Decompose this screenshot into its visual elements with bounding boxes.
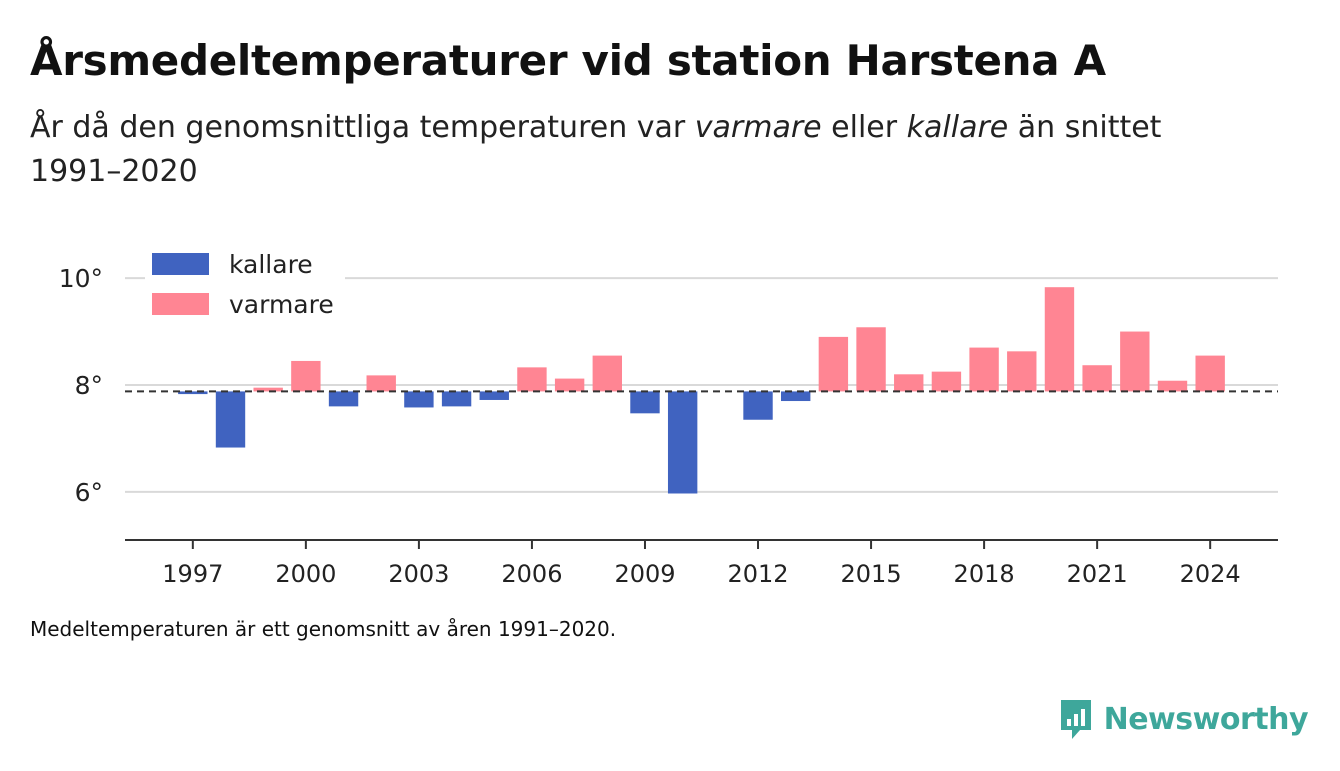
bar-kallare-2013 xyxy=(781,391,811,402)
legend-label-kallare: kallare xyxy=(229,250,313,279)
x-tick-label: 2015 xyxy=(841,560,902,588)
y-tick-label: 6° xyxy=(75,478,103,507)
bar-varmare-2016 xyxy=(894,374,924,392)
subtitle-warm-word: varmare xyxy=(694,110,822,145)
bar-varmare-2018 xyxy=(969,347,999,392)
bar-varmare-2024 xyxy=(1195,355,1225,392)
bar-varmare-2020 xyxy=(1044,287,1075,392)
bar-varmare-2008 xyxy=(592,355,622,392)
x-tick-label: 2021 xyxy=(1067,560,1128,588)
y-tick-label: 10° xyxy=(59,264,103,293)
y-tick-label: 8° xyxy=(75,371,103,400)
bar-kallare-2010 xyxy=(667,391,698,494)
subtitle-text-3: än snittet 1991–2020 xyxy=(30,110,1162,189)
chart-subtitle: År då den genomsnittliga temperaturen va… xyxy=(30,106,1230,194)
chart-title: Årsmedeltemperaturer vid station Harsten… xyxy=(30,36,1106,85)
bar-varmare-2014 xyxy=(818,336,849,392)
newsworthy-logo-icon xyxy=(1060,700,1091,739)
bar-varmare-2006 xyxy=(517,367,547,392)
bar-kallare-2004 xyxy=(441,391,472,407)
x-tick-label: 2006 xyxy=(501,560,562,588)
bar-kallare-1997 xyxy=(178,391,208,395)
bar-kallare-2003 xyxy=(404,391,434,408)
bar-varmare-2000 xyxy=(291,360,321,392)
bar-varmare-2015 xyxy=(856,327,886,392)
x-tick-label: 2009 xyxy=(614,560,675,588)
subtitle-cold-word: kallare xyxy=(906,110,1009,145)
bar-varmare-2022 xyxy=(1120,331,1150,392)
bar-varmare-2017 xyxy=(931,371,962,392)
legend-label-varmare: varmare xyxy=(229,290,334,319)
bar-kallare-1998 xyxy=(215,391,246,448)
bar-varmare-2002 xyxy=(366,375,396,392)
bar-varmare-2007 xyxy=(554,378,585,392)
legend-swatch-kallare xyxy=(152,253,209,275)
x-tick-label: 2000 xyxy=(275,560,336,588)
x-tick-label: 2012 xyxy=(727,560,788,588)
bar-varmare-1999 xyxy=(253,387,283,392)
subtitle-text-2: eller xyxy=(821,110,907,145)
bar-kallare-2005 xyxy=(479,391,509,400)
legend-swatch-varmare xyxy=(152,293,209,315)
brand-name: Newsworthy xyxy=(1103,701,1309,737)
x-tick-label: 2024 xyxy=(1180,560,1241,588)
bar-varmare-2019 xyxy=(1007,351,1037,392)
bar-varmare-2021 xyxy=(1082,365,1112,392)
x-tick-label: 2003 xyxy=(388,560,449,588)
x-tick-label: 2018 xyxy=(954,560,1015,588)
subtitle-text-1: År då den genomsnittliga temperaturen va… xyxy=(30,110,695,145)
footnote: Medeltemperaturen är ett genomsnitt av å… xyxy=(30,617,617,641)
brand: Newsworthy xyxy=(1058,696,1309,742)
x-tick-label: 1997 xyxy=(162,560,223,588)
bar-kallare-2012 xyxy=(743,391,773,420)
bar-kallare-2001 xyxy=(328,391,359,407)
bar-varmare-2023 xyxy=(1157,380,1188,392)
bar-kallare-2009 xyxy=(630,391,660,414)
